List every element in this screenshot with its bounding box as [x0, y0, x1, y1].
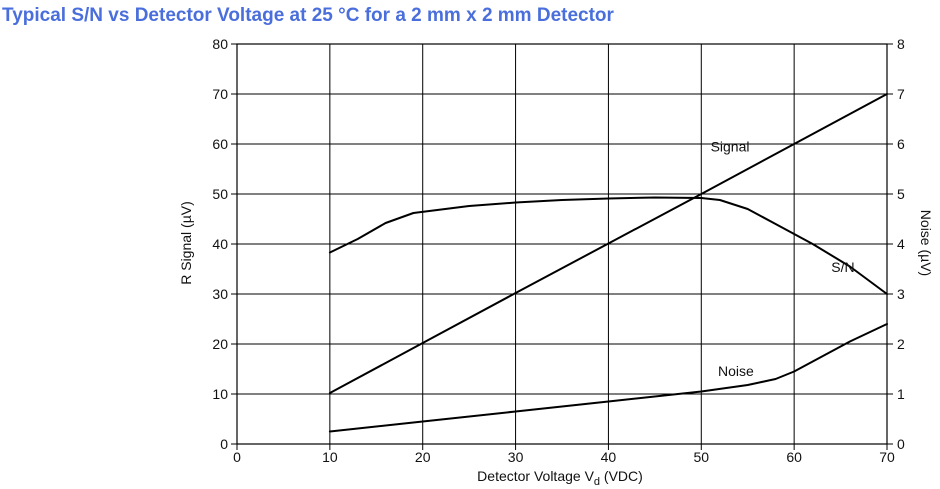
y-left-tick-label: 10 — [212, 386, 228, 402]
y-left-tick-label: 80 — [212, 36, 228, 52]
x-axis-label-sub: d — [594, 476, 600, 488]
chart-title: Typical S/N vs Detector Voltage at 25 °C… — [2, 5, 614, 26]
y-left-tick-label: 40 — [212, 236, 228, 252]
series-line-signal — [328, 93, 888, 394]
y-right-tick-label: 6 — [897, 136, 905, 152]
y-right-tick-label: 5 — [897, 186, 905, 202]
x-axis-label: Detector Voltage Vd (VDC) — [477, 468, 643, 488]
y-right-tick-label: 2 — [897, 336, 905, 352]
x-tick-label: 50 — [693, 449, 709, 465]
y-left-tick-label: 30 — [212, 286, 228, 302]
y-left-tick-label: 70 — [212, 86, 228, 102]
x-tick-label: 10 — [322, 449, 338, 465]
tick-labels: 0 10 20 30 40 50 60 700102030405060708001234567… — [212, 36, 905, 465]
grid — [231, 43, 893, 450]
x-tick-label: 0 — [233, 449, 241, 465]
y-right-axis-label: Noise (µV) — [918, 210, 934, 276]
y-right-tick-label: 1 — [897, 386, 905, 402]
y-right-tick-label: 0 — [897, 436, 905, 452]
series-line-noise — [328, 323, 888, 433]
x-tick-label: 70 — [879, 449, 895, 465]
y-right-tick-label: 8 — [897, 36, 905, 52]
x-tick-label: 40 — [601, 449, 617, 465]
x-tick-label: 20 — [415, 449, 431, 465]
annotation-s-n: S/N — [831, 259, 854, 275]
series-line-s-n — [328, 196, 888, 295]
x-axis-label-unit: (VDC) — [600, 468, 643, 484]
y-left-tick-label: 0 — [220, 436, 228, 452]
y-right-tick-label: 3 — [897, 286, 905, 302]
x-tick-label: 30 — [508, 449, 524, 465]
x-tick-label: 60 — [786, 449, 802, 465]
annotations: Signal S/N Noise — [711, 139, 855, 380]
series — [328, 93, 888, 433]
y-left-tick-label: 60 — [212, 136, 228, 152]
y-right-tick-label: 4 — [897, 236, 905, 252]
y-right-tick-label: 7 — [897, 86, 905, 102]
x-axis-label-main: Detector Voltage V — [477, 468, 594, 484]
y-left-tick-label: 50 — [212, 186, 228, 202]
annotation-signal: Signal — [711, 139, 750, 155]
annotation-noise: Noise — [718, 363, 754, 379]
y-left-tick-label: 20 — [212, 336, 228, 352]
y-left-axis-label: R Signal (µV) — [178, 201, 194, 285]
